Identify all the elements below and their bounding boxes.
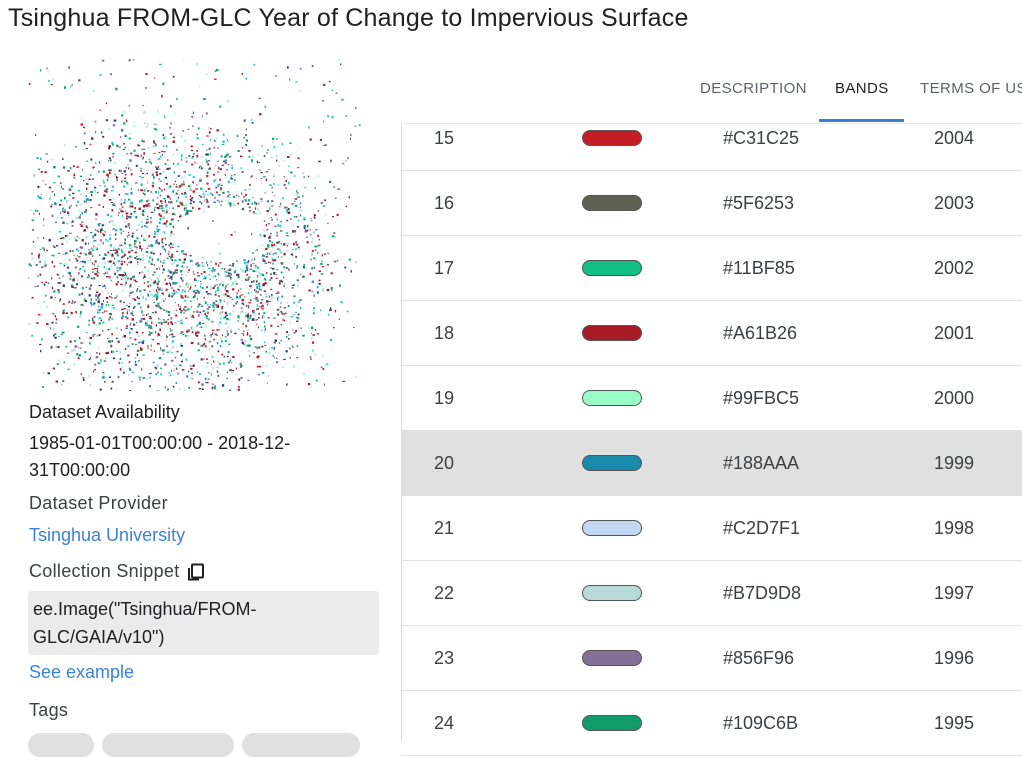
page-title: Tsinghua FROM-GLC Year of Change to Impe… (8, 4, 689, 33)
class-hex: #856F96 (723, 626, 794, 690)
class-description: 1996 (934, 626, 974, 690)
color-swatch (582, 650, 642, 666)
table-row: 21 #C2D7F1 1998 (402, 496, 1022, 561)
color-swatch (582, 520, 642, 536)
color-swatch (582, 455, 642, 471)
class-color-cell (582, 301, 642, 365)
class-hex: #5F6253 (723, 171, 794, 235)
class-value: 22 (434, 561, 454, 625)
dataset-thumbnail (28, 58, 361, 391)
class-description: 2000 (934, 366, 974, 430)
table-row: 24 #109C6B 1995 (402, 691, 1022, 756)
availability-label: Dataset Availability (29, 399, 381, 426)
class-value: 20 (434, 431, 454, 495)
tab-bands[interactable]: BANDS (835, 60, 889, 122)
class-color-cell (582, 626, 642, 690)
availability-value-line1: 1985-01-01T00:00:00 - 2018-12- (29, 430, 381, 457)
class-color-cell (582, 496, 642, 560)
tab-description[interactable]: DESCRIPTION (700, 60, 807, 122)
class-value: 21 (434, 496, 454, 560)
class-color-cell (582, 691, 642, 755)
color-swatch (582, 585, 642, 601)
copy-icon[interactable] (186, 562, 206, 582)
class-hex: #99FBC5 (723, 366, 799, 430)
color-swatch (582, 715, 642, 731)
class-value: 16 (434, 171, 454, 235)
class-description: 1999 (934, 431, 974, 495)
class-description: 2002 (934, 236, 974, 300)
class-value: 17 (434, 236, 454, 300)
class-hex: #C2D7F1 (723, 496, 800, 560)
color-swatch (582, 195, 642, 211)
tab-bar-border (402, 123, 1022, 124)
class-hex: #188AAA (723, 431, 799, 495)
availability-value-line2: 31T00:00:00 (29, 457, 381, 484)
class-color-cell (582, 236, 642, 300)
class-description: 1997 (934, 561, 974, 625)
code-snippet-line1: ee.Image("Tsinghua/FROM- (33, 595, 374, 623)
table-row: 20 #188AAA 1999 (402, 431, 1022, 496)
tag-chip[interactable] (102, 733, 234, 757)
code-snippet[interactable]: ee.Image("Tsinghua/FROM- GLC/GAIA/v10") (28, 591, 379, 655)
class-value: 23 (434, 626, 454, 690)
class-hex: #A61B26 (723, 301, 797, 365)
table-row: 16 #5F6253 2003 (402, 171, 1022, 236)
panel-divider (401, 124, 402, 741)
table-row: 17 #11BF85 2002 (402, 236, 1022, 301)
active-tab-indicator (819, 119, 904, 122)
snippet-label: Collection Snippet (29, 558, 180, 585)
class-value: 24 (434, 691, 454, 755)
tag-chip[interactable] (242, 733, 360, 757)
tags-label: Tags (29, 697, 381, 724)
tag-chip[interactable] (28, 733, 94, 757)
class-color-cell (582, 561, 642, 625)
class-hex: #B7D9D8 (723, 561, 801, 625)
class-description: 1998 (934, 496, 974, 560)
table-row: 22 #B7D9D8 1997 (402, 561, 1022, 626)
class-hex: #109C6B (723, 691, 798, 755)
provider-label: Dataset Provider (29, 490, 381, 517)
tab-bar: DESCRIPTION BANDS TERMS OF US (402, 60, 1022, 124)
code-snippet-line2: GLC/GAIA/v10") (33, 623, 374, 651)
class-description: 2003 (934, 171, 974, 235)
color-swatch (582, 130, 642, 146)
class-description: 1995 (934, 691, 974, 755)
color-swatch (582, 260, 642, 276)
color-swatch (582, 390, 642, 406)
provider-link[interactable]: Tsinghua University (29, 522, 381, 549)
class-color-cell (582, 366, 642, 430)
class-hex: #11BF85 (723, 236, 795, 300)
class-value: 19 (434, 366, 454, 430)
dataset-thumbnail-image (28, 58, 361, 391)
color-swatch (582, 325, 642, 341)
class-color-cell (582, 171, 642, 235)
see-example-link[interactable]: See example (29, 659, 381, 686)
class-description: 2001 (934, 301, 974, 365)
table-row: 18 #A61B26 2001 (402, 301, 1022, 366)
availability-value: 1985-01-01T00:00:00 - 2018-12- 31T00:00:… (29, 430, 381, 484)
table-row: 23 #856F96 1996 (402, 626, 1022, 691)
tab-terms-of-use[interactable]: TERMS OF US (920, 60, 1022, 122)
table-row: 19 #99FBC5 2000 (402, 366, 1022, 431)
class-color-cell (582, 431, 642, 495)
snippet-row: Collection Snippet (29, 558, 381, 585)
class-value: 18 (434, 301, 454, 365)
